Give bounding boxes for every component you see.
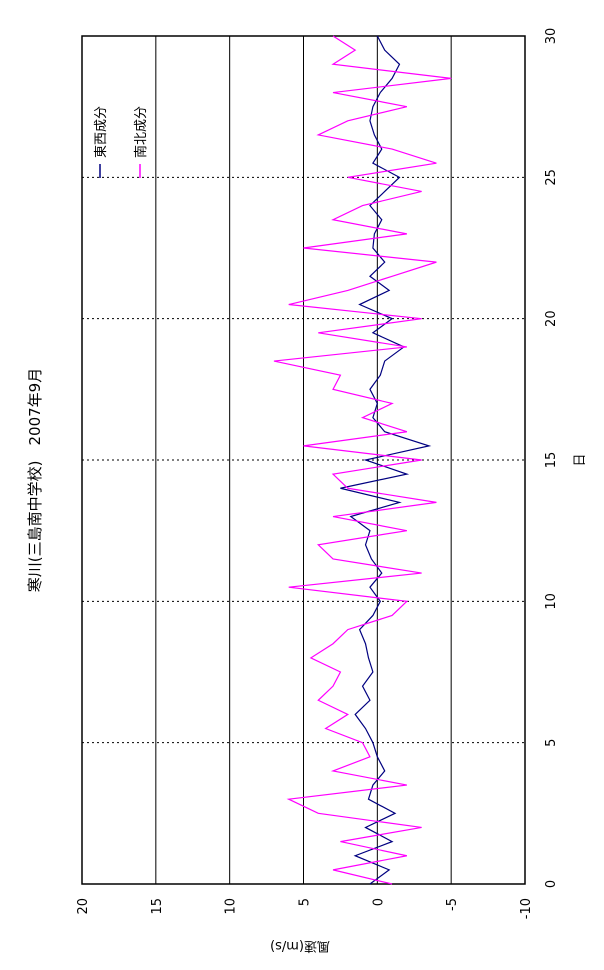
legend-label: 東西成分 [93,106,109,158]
y-tick-label: 20 [76,898,91,915]
x-tick-label: 10 [544,593,559,610]
y-tick-label: 0 [371,898,386,906]
series-line [340,35,432,885]
plot-frame [81,35,526,885]
rotated-chart: 寒川(三島南中学校) 2007年9月 日 風速(m/s) -10 -5 0 5 10 15… [26,28,588,953]
x-tick-label: 5 [544,739,559,747]
x-tick-label: 15 [544,452,559,469]
series-line [273,35,452,885]
x-tick-label: 0 [544,880,559,888]
x-tick-label: 30 [544,28,559,45]
x-axis-label: 日 [573,453,588,466]
y-tick-label: 5 [298,898,313,906]
chart-title: 寒川(三島南中学校) 2007年9月 [26,368,44,592]
x-tick-label: 25 [544,169,559,186]
y-tick-label: -5 [445,898,460,911]
y-tick-label: -10 [519,898,534,919]
y-tick-label: 15 [150,898,165,915]
x-tick-label: 20 [544,310,559,327]
y-tick-label: 10 [224,898,239,915]
legend-label: 南北成分 [133,106,149,158]
y-axis-label: 風速(m/s) [270,938,330,953]
